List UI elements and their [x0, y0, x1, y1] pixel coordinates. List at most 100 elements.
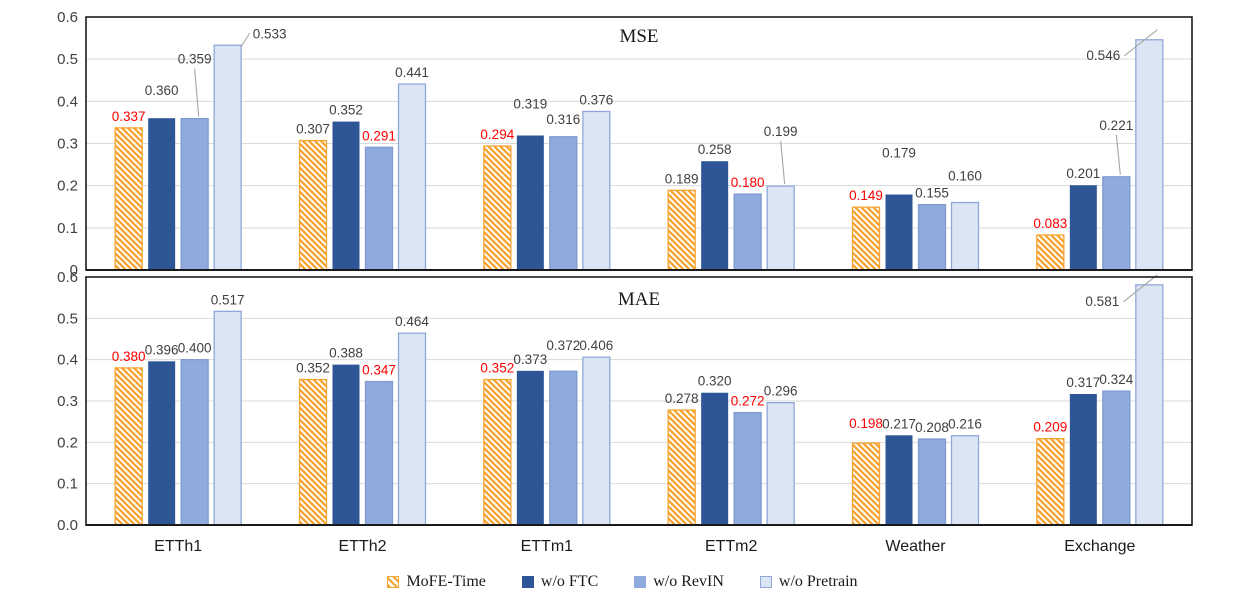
- legend-label: w/o RevIN: [653, 573, 724, 590]
- y-tick-label: 0.3: [57, 136, 78, 153]
- category-label: ETTh1: [154, 538, 202, 555]
- value-label: 0.317: [1066, 375, 1100, 390]
- value-label: 0.316: [546, 112, 580, 127]
- bar-mofe-time-exchange: [1036, 234, 1065, 271]
- bar-w-o-ftc-weather: [885, 435, 913, 525]
- value-label: 0.396: [145, 342, 179, 357]
- value-label: 0.464: [395, 314, 429, 329]
- legend-label: w/o Pretrain: [778, 573, 858, 590]
- label-leader-line: [1123, 29, 1158, 57]
- value-label: 0.278: [665, 391, 699, 406]
- bar-w-o-revin-etth1: [180, 117, 209, 271]
- light-blue-swatch-icon: [759, 576, 772, 588]
- bar-w-o-revin-etth2: [364, 146, 394, 271]
- label-leader-line: [1115, 134, 1121, 175]
- value-label: 0.291: [362, 128, 396, 143]
- y-tick-label: 0.3: [57, 393, 78, 410]
- value-label: 0.199: [764, 124, 798, 139]
- value-label: 0.221: [1099, 118, 1133, 133]
- bar-w-o-pretrain-ettm2: [766, 185, 795, 271]
- value-label: 0.198: [849, 416, 883, 431]
- category-label: Exchange: [1064, 538, 1135, 555]
- bar-w-o-pretrain-ettm2: [766, 402, 795, 526]
- y-tick-label: 0.5: [57, 310, 78, 327]
- bar-w-o-ftc-etth2: [332, 364, 360, 525]
- legend-item-wo-pretrain: w/o Pretrain: [759, 573, 858, 591]
- bar-w-o-pretrain-exchange: [1135, 284, 1164, 526]
- bar-w-o-ftc-ettm2: [701, 161, 729, 270]
- value-label: 0.258: [698, 142, 732, 157]
- value-label: 0.380: [112, 349, 146, 364]
- bar-w-o-revin-exchange: [1102, 176, 1131, 271]
- y-tick-label: 0.2: [57, 434, 78, 451]
- bar-w-o-revin-weather: [917, 203, 947, 271]
- bar-mofe-time-etth2: [298, 378, 328, 526]
- y-tick-label: 0.6: [57, 9, 78, 26]
- value-label: 0.272: [731, 394, 765, 409]
- legend-label: MoFE-Time: [406, 573, 486, 590]
- bar-w-o-revin-ettm2: [733, 193, 762, 271]
- y-tick-label: 0.5: [57, 51, 78, 68]
- bar-w-o-pretrain-weather: [950, 201, 980, 271]
- dark-blue-swatch-icon: [521, 576, 534, 588]
- bar-mofe-time-etth1: [114, 127, 143, 271]
- value-label: 0.294: [480, 127, 514, 142]
- bar-mofe-time-ettm2: [667, 409, 696, 526]
- y-tick-label: 0: [70, 262, 78, 279]
- value-label: 0.307: [296, 122, 330, 137]
- value-label: 0.546: [1086, 48, 1120, 63]
- bar-mofe-time-ettm1: [483, 145, 512, 271]
- legend-label: w/o FTC: [540, 573, 599, 590]
- y-tick-label: 0.4: [57, 352, 78, 369]
- value-label: 0.296: [764, 384, 798, 399]
- value-label: 0.337: [112, 109, 146, 124]
- value-label: 0.373: [513, 352, 547, 367]
- bar-w-o-ftc-ettm1: [516, 135, 544, 270]
- value-label: 0.359: [178, 52, 212, 67]
- value-label: 0.388: [329, 346, 363, 361]
- legend: MoFE-Time w/o FTC w/o RevIN w/o Pretrain: [0, 573, 1245, 591]
- y-tick-label: 0.1: [57, 220, 78, 237]
- bar-mofe-time-etth1: [114, 367, 143, 526]
- category-label: ETTm1: [521, 538, 574, 555]
- value-label: 0.441: [395, 65, 429, 80]
- value-label: 0.083: [1033, 216, 1067, 231]
- value-label: 0.149: [849, 188, 883, 203]
- value-label: 0.376: [579, 92, 613, 107]
- bar-w-o-ftc-ettm2: [701, 392, 729, 525]
- category-label: ETTm2: [705, 538, 758, 555]
- mse-chart: 0.337 0.360 0.359 0.533 0.307 0.352 0.291 0.441…: [57, 9, 1193, 279]
- y-tick-label: 0.0: [57, 517, 78, 534]
- bar-w-o-revin-etth1: [180, 359, 209, 526]
- chart-title: MAE: [618, 289, 660, 310]
- value-label: 0.201: [1066, 166, 1100, 181]
- bar-w-o-revin-exchange: [1102, 390, 1131, 526]
- value-label: 0.179: [882, 146, 916, 161]
- bar-w-o-pretrain-weather: [950, 435, 980, 526]
- bar-w-o-ftc-etth1: [148, 361, 176, 525]
- value-label: 0.180: [731, 175, 765, 190]
- category-label: ETTh2: [338, 538, 386, 555]
- label-leader-line: [240, 32, 251, 48]
- value-label: 0.360: [145, 83, 179, 98]
- bar-w-o-revin-ettm2: [733, 411, 762, 526]
- legend-item-wo-ftc: w/o FTC: [521, 573, 599, 591]
- bar-w-o-pretrain-etth1: [213, 44, 242, 271]
- label-leader-line: [1122, 274, 1158, 303]
- label-leader-line: [780, 141, 786, 185]
- bar-w-o-ftc-etth1: [148, 118, 176, 270]
- bar-mofe-time-ettm2: [667, 189, 696, 271]
- hatch-swatch-icon: [387, 576, 400, 588]
- bar-w-o-pretrain-etth2: [397, 83, 427, 271]
- chart-title: MSE: [619, 26, 658, 47]
- value-label: 0.533: [253, 26, 287, 41]
- y-tick-label: 0.6: [57, 269, 78, 286]
- value-label: 0.324: [1099, 372, 1133, 387]
- value-label: 0.155: [915, 186, 949, 201]
- category-label: Weather: [885, 538, 946, 555]
- bar-w-o-ftc-ettm1: [516, 370, 544, 525]
- bar-w-o-pretrain-exchange: [1135, 39, 1164, 271]
- bar-w-o-revin-ettm1: [549, 136, 578, 271]
- value-label: 0.347: [362, 363, 396, 378]
